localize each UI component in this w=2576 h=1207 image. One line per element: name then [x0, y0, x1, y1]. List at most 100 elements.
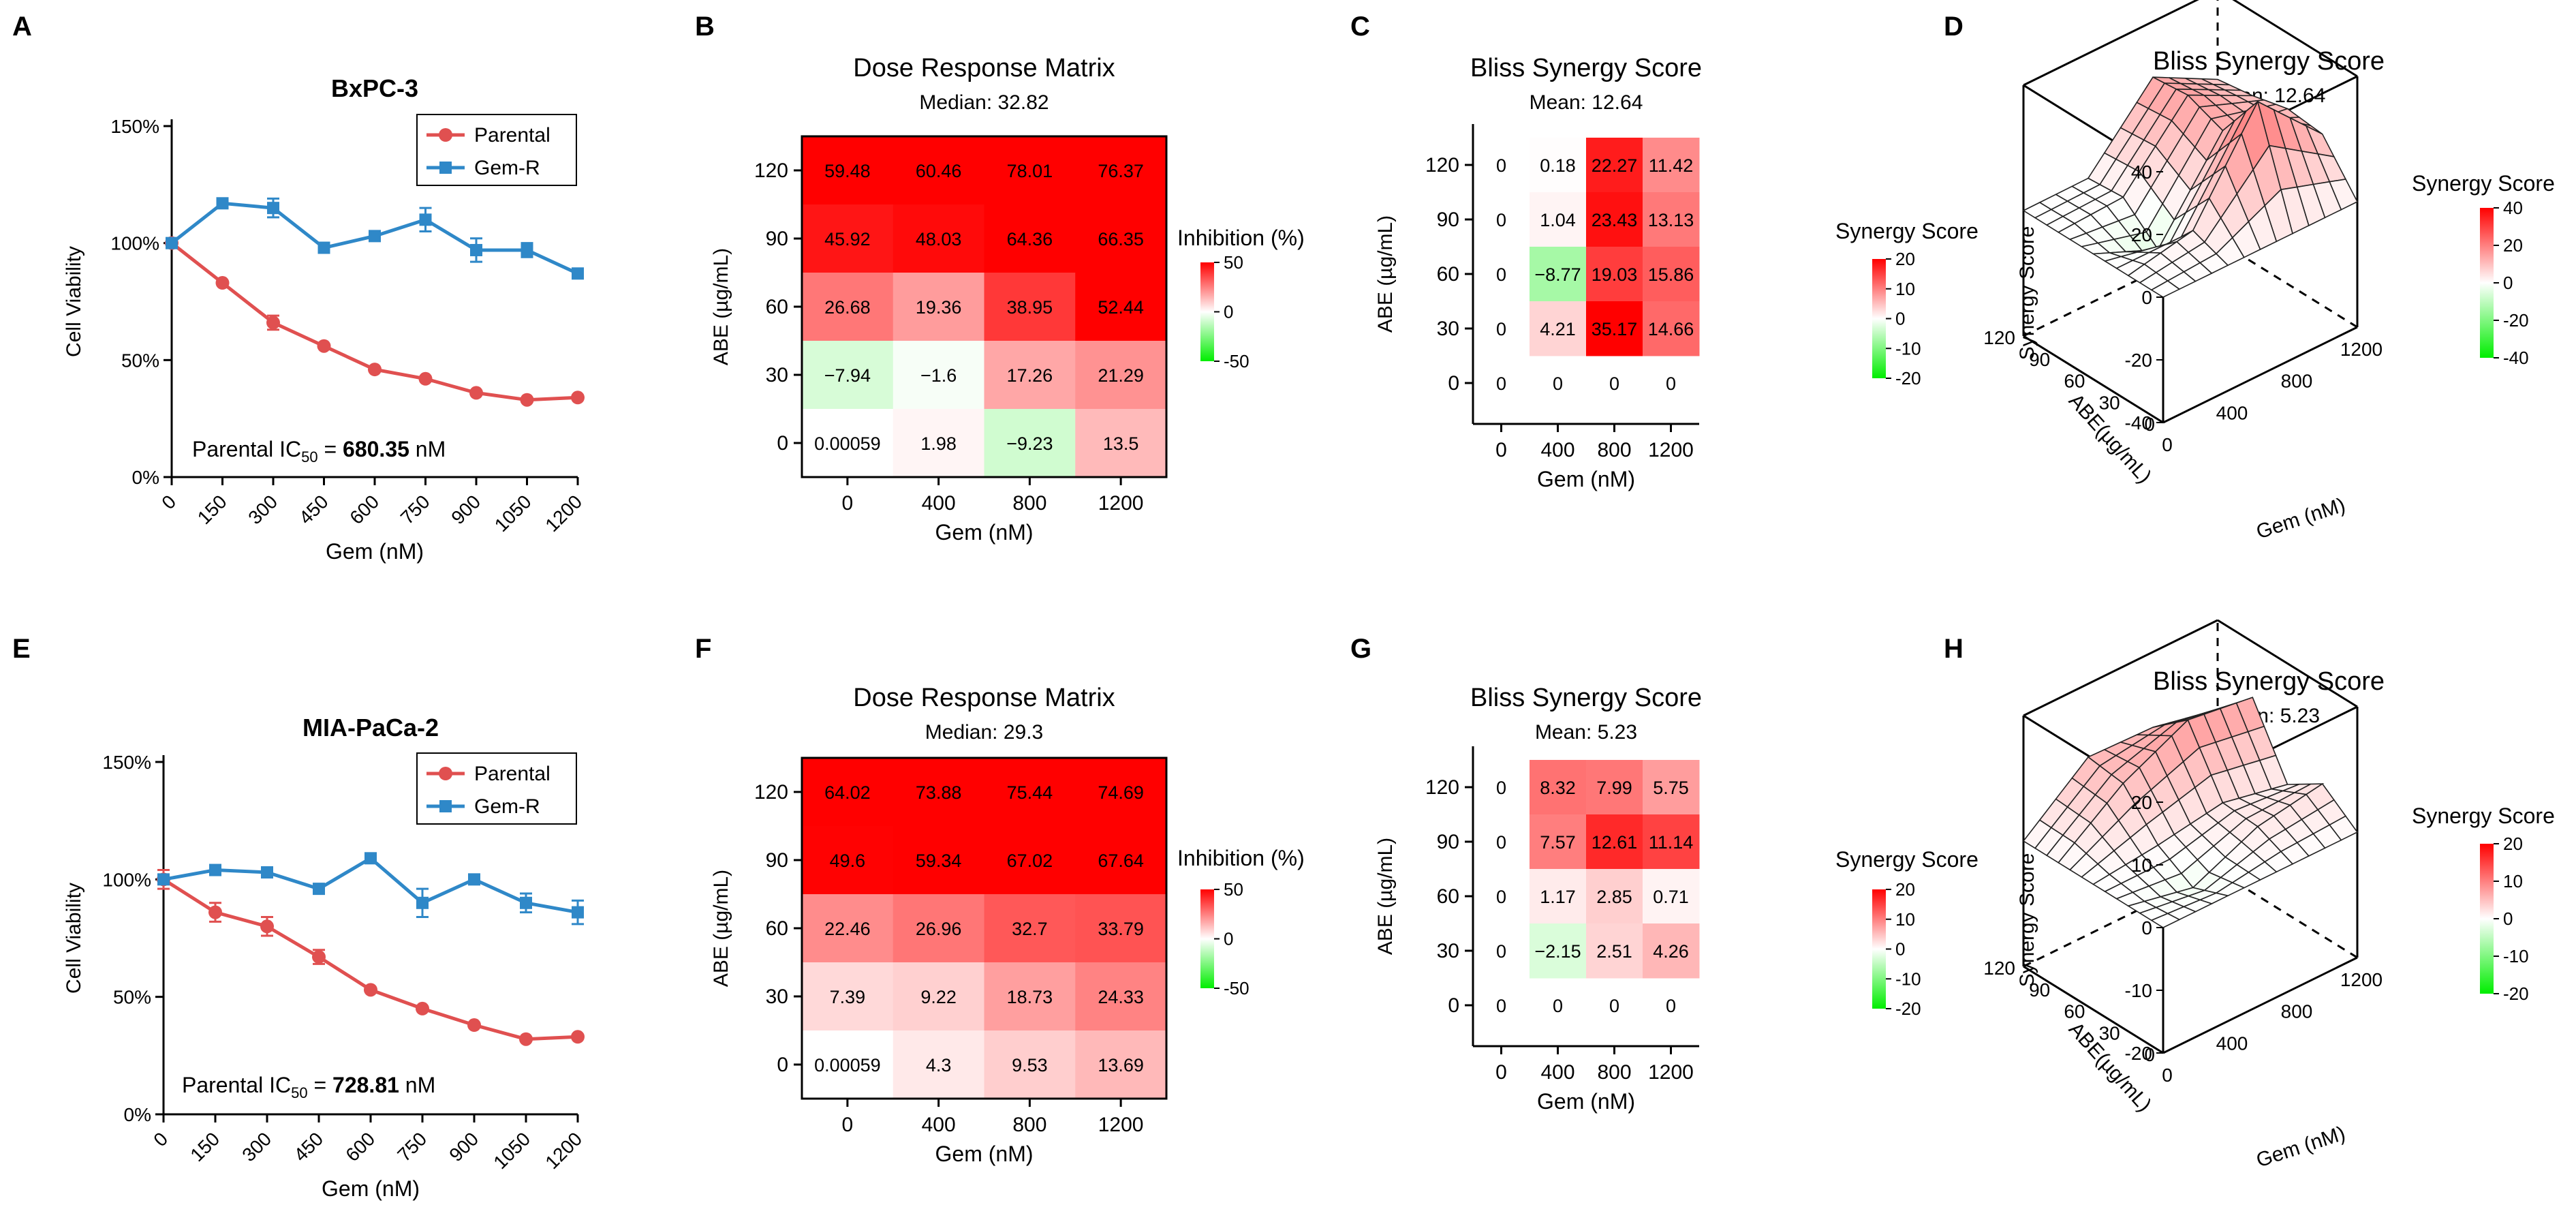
cell-value: 18.73: [1007, 987, 1053, 1007]
x-tick-label: 1050: [491, 491, 536, 536]
colorbar: [2480, 844, 2494, 994]
x-tick-label: 1200: [541, 491, 586, 536]
x-tick-label: 400: [922, 492, 956, 515]
y-tick-label: 60: [766, 917, 788, 940]
data-point: [572, 267, 584, 280]
data-point: [208, 905, 222, 919]
cell-value: −9.23: [1006, 433, 1053, 454]
cell-value: 9.53: [1012, 1055, 1048, 1075]
heatmap-cell: [802, 826, 894, 895]
colorbar: [1200, 889, 1214, 988]
heatmap-cell: [1643, 192, 1700, 247]
cell-value: 78.01: [1007, 161, 1053, 181]
cell-value: 1.04: [1540, 210, 1576, 230]
legend-box: [416, 114, 577, 186]
x-tick-label: 400: [1540, 439, 1574, 461]
data-point: [419, 213, 432, 226]
box-edge: [2023, 0, 2199, 87]
heatmap-cell: [893, 273, 984, 341]
cell-value: −7.94: [824, 365, 871, 386]
heatmap-cell: [1643, 814, 1700, 870]
cell-value: 0: [1496, 210, 1506, 230]
colorbar-tick-label: 0: [1224, 302, 1233, 322]
cell-value: 13.13: [1648, 210, 1694, 230]
heatmap-G: Bliss Synergy Score Mean: 5.23 0 8.32 7.99 5.…: [1374, 684, 1978, 1114]
cell-value: 4.26: [1653, 941, 1689, 962]
box-edge: [2023, 335, 2164, 424]
heatmap-cell: [893, 894, 984, 963]
heatmap-cell: [1530, 138, 1587, 193]
y-tick-label: 150%: [110, 116, 159, 137]
x-tick-label: 0: [842, 1114, 854, 1136]
z-tick-label: -40: [2125, 412, 2152, 433]
chart-subtitle: Median: 32.82: [919, 91, 1049, 114]
cell-value: 15.86: [1648, 264, 1694, 285]
heatmap-cell: [984, 273, 1076, 341]
cell-value: 22.46: [824, 919, 871, 939]
heatmap-cell: [1586, 138, 1643, 193]
ic50-eq: =: [318, 437, 343, 461]
cell-value: 7.57: [1540, 832, 1576, 853]
heatmap-cell: [802, 1030, 894, 1099]
x-tick-label: 750: [397, 491, 434, 528]
x-tick-label: 0: [2162, 434, 2173, 455]
box-edge: [2232, 0, 2358, 78]
heatmap-cell: [984, 894, 1076, 963]
data-point: [469, 386, 483, 400]
ic50-sub: 50: [291, 1084, 307, 1101]
ic50-prefix: Parental IC: [192, 437, 301, 461]
colorbar-tick-label: -50: [1224, 978, 1250, 998]
colorbar-tick-label: 50: [1224, 879, 1243, 900]
z-tick-label: -20: [2125, 1043, 2152, 1064]
legend-marker: [439, 128, 452, 142]
heatmap-B: Dose Response Matrix Median: 32.82 59.48 60…: [710, 54, 1305, 545]
heatmap-cell: [1643, 247, 1700, 302]
cell-value: 24.33: [1098, 987, 1144, 1007]
cell-value: 0: [1496, 941, 1506, 962]
legend-label: Gem-R: [474, 157, 540, 179]
y-tick-label: 0: [1448, 994, 1459, 1017]
data-point: [418, 371, 433, 386]
colorbar-tick-label: 0: [1895, 939, 1905, 960]
ic50-eq: =: [308, 1073, 332, 1097]
y-tick-label: 120: [1425, 154, 1459, 177]
cell-value: 0: [1609, 373, 1619, 394]
cell-value: 0: [1496, 264, 1506, 285]
cell-value: 64.36: [1007, 229, 1053, 249]
heatmap-cell: [802, 136, 894, 205]
colorbar: [1872, 889, 1886, 1009]
x-tick-label: 750: [393, 1128, 431, 1165]
data-point: [467, 1018, 481, 1033]
y-tick-label: 120: [1983, 958, 2015, 979]
y-tick-label: 60: [2064, 1001, 2085, 1022]
heatmap-cell: [1643, 301, 1700, 356]
x-axis-label: Gem (nM): [326, 539, 424, 564]
heatmap-cell: [1075, 962, 1167, 1031]
line-chart-E: MIA-PaCa-2 0% 50% 100% 150% 0 150 300 450 600 750 9…: [63, 714, 586, 1201]
ic50-sub: 50: [301, 448, 317, 465]
z-tick-label: -10: [2125, 980, 2152, 1001]
cell-value: 0: [1666, 373, 1676, 394]
heatmap-cell: [893, 136, 984, 205]
data-point: [468, 873, 480, 886]
cell-value: 0: [1496, 155, 1506, 176]
legend-label: Gem-R: [474, 795, 540, 818]
x-tick-label: 0: [149, 1128, 172, 1150]
y-tick-label: 90: [766, 228, 788, 250]
colorbar-tick-label: -20: [2503, 310, 2529, 331]
data-point: [470, 243, 482, 256]
x-tick-label: 0: [157, 491, 180, 513]
z-axis-label: Synergy Score: [2016, 853, 2038, 988]
y-tick-label: 0: [2144, 1044, 2155, 1065]
x-tick-label: 1200: [541, 1128, 586, 1173]
cell-value: 45.92: [824, 229, 871, 249]
x-tick-label: 150: [193, 491, 231, 528]
data-point: [317, 241, 330, 254]
y-tick-label: 0: [1448, 372, 1459, 395]
heatmap-cell: [893, 962, 984, 1031]
y-tick-label: 90: [2029, 979, 2050, 1000]
cell-value: 0.00059: [814, 1055, 881, 1075]
colorbar-title: Synergy Score: [2412, 171, 2555, 196]
heatmap-cell: [802, 204, 894, 273]
heatmap-cell: [984, 136, 1076, 205]
